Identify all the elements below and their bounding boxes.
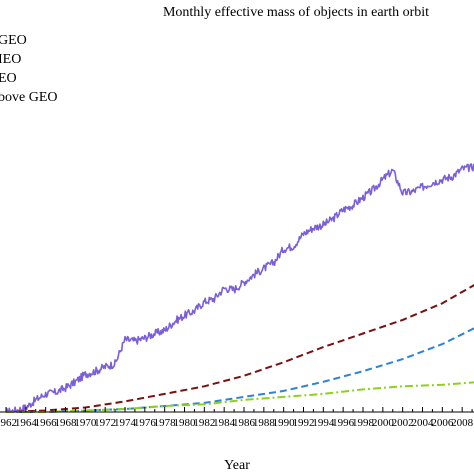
x-tick-label: 1970 <box>74 417 97 429</box>
chart-title: Monthly effective mass of objects in ear… <box>163 5 429 20</box>
x-tick-label: 1980 <box>174 417 197 429</box>
x-tick-label: 1982 <box>193 417 215 429</box>
x-tick-label: 2002 <box>392 417 414 429</box>
legend-label-geo: GEO <box>0 33 27 48</box>
x-tick-label: 1966 <box>35 417 58 429</box>
legend-label-leo: EO <box>0 71 17 86</box>
legend: GEO IEO EO bove GEO <box>0 33 58 105</box>
x-tick-label: 1996 <box>332 417 355 429</box>
x-tick-label: 1998 <box>352 417 375 429</box>
x-tick-label: 1968 <box>55 417 78 429</box>
x-tick-label: 2008 <box>451 417 474 429</box>
x-tick-label: 2000 <box>372 417 395 429</box>
x-axis-ticks: 1962196419661968197019721974197619781980… <box>0 407 474 429</box>
series-line-geo <box>5 163 474 413</box>
x-tick-label: 1990 <box>273 417 296 429</box>
x-axis-label: Year <box>224 458 250 473</box>
x-tick-label: 1962 <box>0 417 17 429</box>
legend-label-meo: IEO <box>0 52 21 67</box>
x-tick-label: 1988 <box>253 417 276 429</box>
x-tick-label: 1974 <box>114 417 137 429</box>
x-tick-label: 2006 <box>431 417 454 429</box>
x-tick-label: 1994 <box>312 417 335 429</box>
x-tick-label: 1978 <box>154 417 177 429</box>
legend-label-above-geo: bove GEO <box>0 90 58 105</box>
series-line-meo <box>5 284 474 413</box>
x-tick-label: 1986 <box>233 417 256 429</box>
x-tick-label: 1984 <box>213 417 236 429</box>
x-tick-label: 2004 <box>412 417 435 429</box>
series-line-leo <box>6 327 474 413</box>
x-tick-label: 1992 <box>293 417 315 429</box>
x-tick-label: 1972 <box>94 417 116 429</box>
x-tick-label: 1964 <box>15 417 38 429</box>
series-layer <box>5 163 474 413</box>
x-tick-label: 1976 <box>134 417 157 429</box>
